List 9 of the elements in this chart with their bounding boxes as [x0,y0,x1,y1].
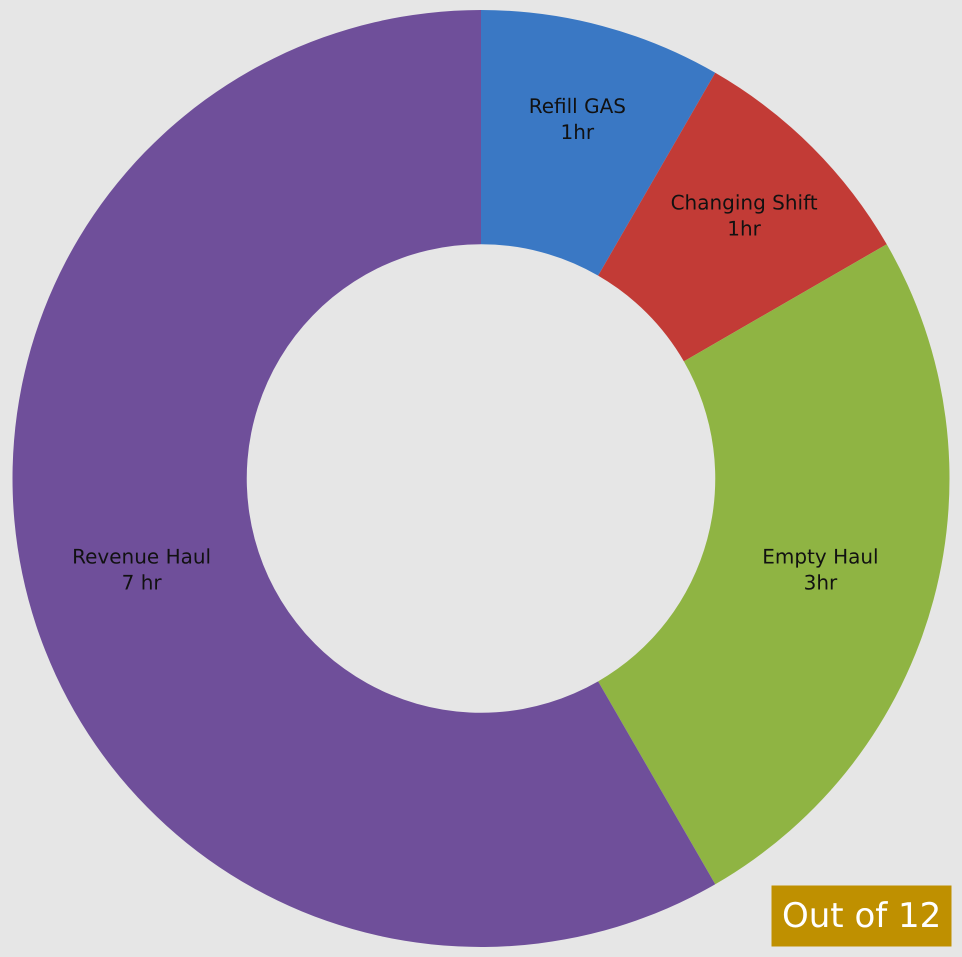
slice-label: Changing Shift [670,190,818,214]
text: Out of 12 [782,896,942,936]
data-label: 3hr [804,570,838,594]
data-label: 7 hr [122,570,162,594]
data-label: 1hr [727,216,762,240]
slice-label: Revenue Haul [72,544,212,568]
slice-label: Refill GAS [528,94,626,118]
slice-label: Empty Haul [762,544,879,568]
data-label: 1hr [560,120,595,144]
